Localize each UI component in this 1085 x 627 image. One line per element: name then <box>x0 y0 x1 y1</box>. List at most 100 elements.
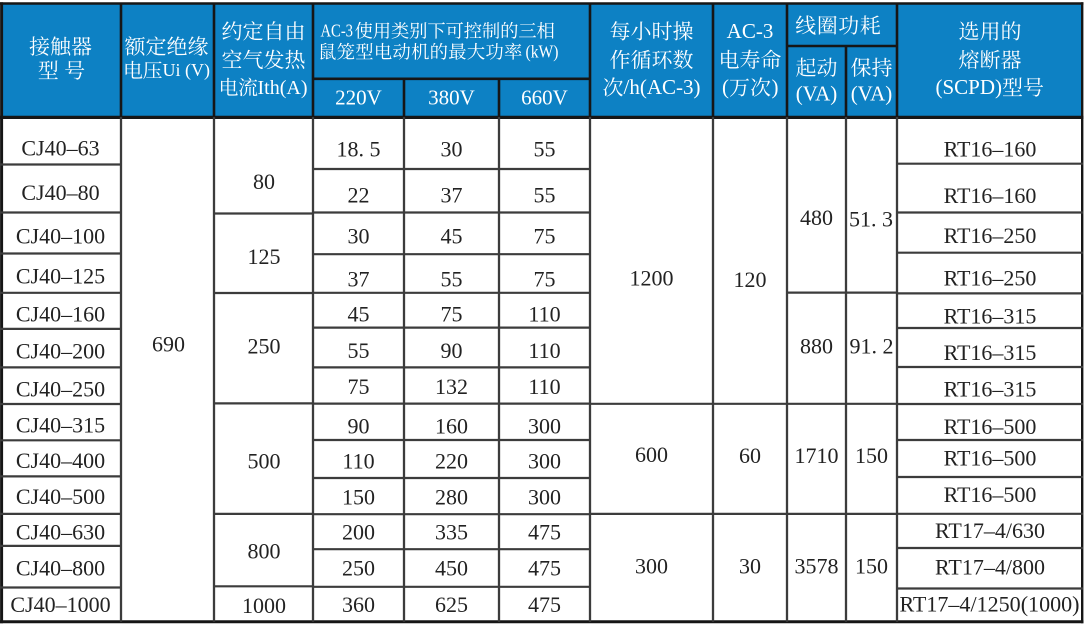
svg-text:18. 5: 18. 5 <box>337 137 381 162</box>
svg-text:280: 280 <box>435 484 468 509</box>
svg-text:AC-3: AC-3 <box>727 19 774 43</box>
svg-text:220V: 220V <box>335 86 382 110</box>
svg-text:CJ40–400: CJ40–400 <box>16 448 105 473</box>
svg-text:22: 22 <box>348 183 370 208</box>
svg-text:30: 30 <box>739 554 761 579</box>
svg-text:RT17–4/630: RT17–4/630 <box>935 518 1045 543</box>
svg-text:RT16–315: RT16–315 <box>944 340 1037 365</box>
svg-text:55: 55 <box>348 338 370 363</box>
svg-text:30: 30 <box>441 137 463 162</box>
svg-text:CJ40–500: CJ40–500 <box>16 484 105 509</box>
svg-text:CJ40–1000: CJ40–1000 <box>10 592 110 617</box>
svg-text:AC-3: AC-3 <box>321 21 354 41</box>
svg-text:CJ40–630: CJ40–630 <box>16 520 105 545</box>
svg-text:1000: 1000 <box>242 593 286 618</box>
svg-text:300: 300 <box>635 553 668 578</box>
svg-text:55: 55 <box>441 267 463 292</box>
svg-text:110: 110 <box>528 374 560 399</box>
svg-text:380V: 380V <box>428 86 475 110</box>
svg-text:600: 600 <box>635 442 668 467</box>
svg-text:150: 150 <box>855 553 888 578</box>
svg-text:250: 250 <box>342 556 375 581</box>
svg-text:37: 37 <box>348 267 370 292</box>
svg-text:30: 30 <box>348 224 370 249</box>
svg-text:RT16–160: RT16–160 <box>944 183 1037 208</box>
svg-text:CJ40–200: CJ40–200 <box>16 339 105 364</box>
svg-text:45: 45 <box>441 224 463 249</box>
svg-text:110: 110 <box>528 302 560 327</box>
svg-text:Ith(A): Ith(A) <box>258 77 308 99</box>
svg-text:RT16–315: RT16–315 <box>944 303 1037 328</box>
svg-text:CJ40–100: CJ40–100 <box>16 224 105 249</box>
svg-text:80: 80 <box>253 169 275 194</box>
svg-text:200: 200 <box>342 519 375 544</box>
svg-text:(: ( <box>722 75 729 99</box>
svg-text:3578: 3578 <box>795 553 839 578</box>
svg-text:300: 300 <box>528 484 561 509</box>
svg-text:880: 880 <box>800 334 833 359</box>
svg-text:75: 75 <box>534 224 556 249</box>
svg-text:480: 480 <box>800 205 833 230</box>
svg-text:335: 335 <box>435 519 468 544</box>
svg-text:300: 300 <box>528 414 561 439</box>
svg-text:RT16–160: RT16–160 <box>944 137 1037 162</box>
svg-text:125: 125 <box>248 244 281 269</box>
svg-text:300: 300 <box>528 449 561 474</box>
svg-text:/h(AC-3): /h(AC-3) <box>624 75 701 99</box>
svg-text:1710: 1710 <box>795 443 839 468</box>
svg-text:250: 250 <box>248 333 281 358</box>
svg-text:CJ40–315: CJ40–315 <box>16 413 105 438</box>
svg-text:110: 110 <box>528 338 560 363</box>
svg-text:RT17–4/1250(1000): RT17–4/1250(1000) <box>900 592 1080 617</box>
svg-text:RT16–500: RT16–500 <box>944 414 1037 439</box>
svg-text:37: 37 <box>441 183 463 208</box>
svg-text:160: 160 <box>435 414 468 439</box>
svg-text:90: 90 <box>348 414 370 439</box>
svg-text:75: 75 <box>441 302 463 327</box>
svg-text:RT16–500: RT16–500 <box>944 446 1037 471</box>
svg-text:45: 45 <box>348 302 370 327</box>
svg-text:CJ40–800: CJ40–800 <box>16 556 105 581</box>
svg-text:CJ40–160: CJ40–160 <box>16 302 105 327</box>
svg-text:800: 800 <box>248 538 281 563</box>
svg-text:RT16–250: RT16–250 <box>944 266 1037 291</box>
svg-text:(VA): (VA) <box>851 82 893 106</box>
svg-text:RT16–500: RT16–500 <box>944 482 1037 507</box>
svg-text:150: 150 <box>855 443 888 468</box>
svg-text:625: 625 <box>435 592 468 617</box>
svg-text:(kW): (kW) <box>526 42 559 63</box>
svg-text:450: 450 <box>435 556 468 581</box>
svg-text:51. 3: 51. 3 <box>849 207 893 232</box>
svg-text:CJ40–80: CJ40–80 <box>21 180 99 205</box>
svg-text:60: 60 <box>739 443 761 468</box>
svg-text:CJ40–125: CJ40–125 <box>16 264 105 289</box>
svg-text:150: 150 <box>342 484 375 509</box>
svg-text:475: 475 <box>528 556 561 581</box>
svg-text:360: 360 <box>342 592 375 617</box>
svg-text:Ui (V): Ui (V) <box>163 60 211 81</box>
svg-text:475: 475 <box>528 519 561 544</box>
svg-text:120: 120 <box>734 267 767 292</box>
svg-text:75: 75 <box>348 374 370 399</box>
svg-text:1200: 1200 <box>630 265 674 290</box>
svg-text:55: 55 <box>534 183 556 208</box>
svg-text:55: 55 <box>534 137 556 162</box>
svg-text:500: 500 <box>248 448 281 473</box>
svg-text:(VA): (VA) <box>796 82 838 106</box>
svg-text:690: 690 <box>152 332 185 357</box>
svg-text:RT17–4/800: RT17–4/800 <box>935 555 1045 580</box>
svg-text:RT16–315: RT16–315 <box>944 376 1037 401</box>
svg-text:660V: 660V <box>521 86 568 110</box>
svg-text:90: 90 <box>441 338 463 363</box>
svg-text:CJ40–63: CJ40–63 <box>21 136 99 161</box>
svg-text:475: 475 <box>528 592 561 617</box>
svg-text:CJ40–250: CJ40–250 <box>16 377 105 402</box>
svg-text:220: 220 <box>435 449 468 474</box>
svg-text:91. 2: 91. 2 <box>850 334 894 359</box>
svg-text:(SCPD): (SCPD) <box>936 75 1003 99</box>
svg-text:): ) <box>772 75 779 99</box>
svg-text:75: 75 <box>534 267 556 292</box>
svg-text:132: 132 <box>435 374 468 399</box>
svg-text:110: 110 <box>342 449 374 474</box>
svg-text:RT16–250: RT16–250 <box>944 223 1037 248</box>
